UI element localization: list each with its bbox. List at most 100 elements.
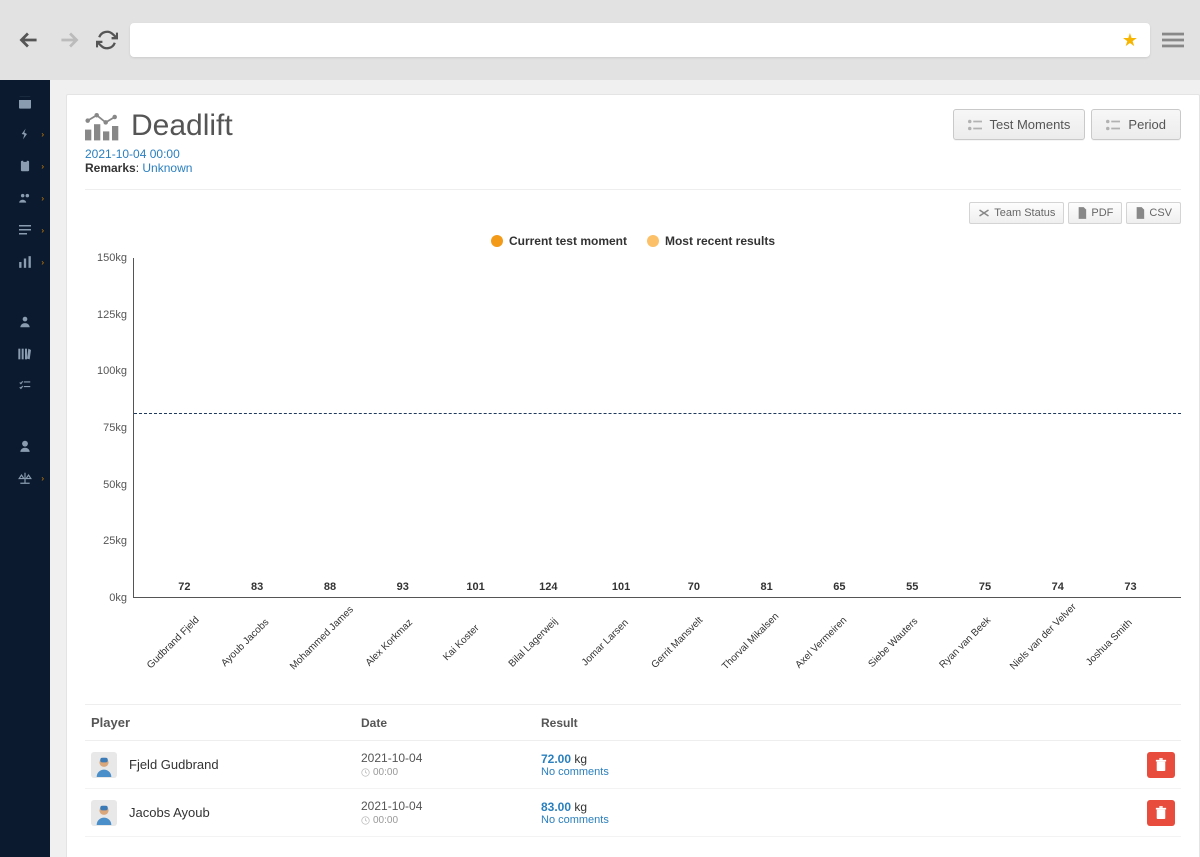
bar-value: 65 <box>833 581 845 593</box>
browser-nav <box>16 27 118 53</box>
bar-value: 81 <box>761 581 773 593</box>
col-header-result: Result <box>541 716 1131 730</box>
remarks-label: Remarks <box>85 161 136 175</box>
row-time: 00:00 <box>361 767 541 778</box>
avatar <box>91 752 117 778</box>
bar-value: 83 <box>251 581 263 593</box>
reload-icon[interactable] <box>96 29 118 51</box>
y-tick: 25kg <box>103 535 127 547</box>
legend-recent: Most recent results <box>647 234 775 248</box>
nav-item-users[interactable] <box>0 306 50 338</box>
star-icon[interactable]: ★ <box>1122 30 1138 51</box>
col-header-player: Player <box>91 715 361 730</box>
row-time: 00:00 <box>361 815 541 826</box>
x-axis-labels: Gudbrand FjeldAyoub JacobsMohammed James… <box>133 598 1181 609</box>
player-name: Fjeld Gudbrand <box>129 757 219 772</box>
bar-column: 81 <box>731 581 803 597</box>
nav-item-clipboard[interactable]: › <box>0 150 50 182</box>
x-label: Axel Vermeiren <box>792 614 851 673</box>
nav-item-profile[interactable] <box>0 430 50 462</box>
csv-button[interactable]: CSV <box>1126 202 1181 224</box>
bar-column: 101 <box>440 581 512 597</box>
deadlift-chart: Current test moment Most recent results … <box>85 234 1181 688</box>
bar-column: 65 <box>803 581 875 597</box>
player-name: Jacobs Ayoub <box>129 805 210 820</box>
datetime-link[interactable]: 2021-10-04 00:00 <box>85 147 180 161</box>
bar-value: 101 <box>612 581 630 593</box>
result-value[interactable]: 83.00 <box>541 800 571 814</box>
x-label: Alex Korkmaz <box>360 614 419 673</box>
bar-column: 55 <box>876 581 948 597</box>
nav-item-balance[interactable]: › <box>0 462 50 494</box>
x-label: Jomar Larsen <box>576 614 635 673</box>
bar-value: 93 <box>397 581 409 593</box>
nav-item-tasks[interactable] <box>0 370 50 402</box>
x-label: Bilal Lagerweij <box>504 614 563 673</box>
period-button[interactable]: Period <box>1091 109 1181 140</box>
result-comments[interactable]: No comments <box>541 814 1131 826</box>
pdf-button[interactable]: PDF <box>1068 202 1122 224</box>
forward-icon[interactable] <box>56 27 82 53</box>
bar-value: 72 <box>178 581 190 593</box>
bar-value: 70 <box>688 581 700 593</box>
url-bar[interactable]: ★ <box>130 23 1150 57</box>
avatar <box>91 800 117 826</box>
y-axis: 0kg25kg50kg75kg100kg125kg150kg <box>85 258 133 598</box>
x-label: Gudbrand Fjeld <box>144 614 203 673</box>
y-tick: 150kg <box>97 252 127 264</box>
test-moments-button[interactable]: Test Moments <box>953 109 1086 140</box>
y-tick: 75kg <box>103 422 127 434</box>
main-panel: Deadlift 2021-10-04 00:00 Remarks: Unkno… <box>66 94 1200 857</box>
x-label: Ryan van Beek <box>936 614 995 673</box>
chart-plot: AVG.7283889310112410170816555757473 <box>133 258 1181 598</box>
result-unit: kg <box>574 752 587 766</box>
bar-value: 124 <box>539 581 557 593</box>
team-status-button[interactable]: Team Status <box>969 202 1064 224</box>
x-label: Gerrit Mansvelt <box>648 614 707 673</box>
legend-current: Current test moment <box>491 234 627 248</box>
nav-item-activity[interactable]: › <box>0 118 50 150</box>
chart-icon <box>85 110 121 142</box>
delete-button[interactable] <box>1147 800 1175 826</box>
row-date: 2021-10-04 <box>361 799 541 813</box>
x-label: Siebe Wauters <box>864 614 923 673</box>
y-tick: 125kg <box>97 309 127 321</box>
bar-column: 101 <box>585 581 657 597</box>
avg-line <box>134 413 1181 414</box>
bar-value: 75 <box>979 581 991 593</box>
table-row: Fjeld Gudbrand 2021-10-04 00:00 72.00 kg… <box>85 741 1181 789</box>
results-table: Player Date Result Fjeld Gudbrand 2021-1… <box>85 704 1181 837</box>
col-header-date: Date <box>361 716 541 730</box>
nav-item-list[interactable]: › <box>0 214 50 246</box>
bar-column: 70 <box>658 581 730 597</box>
bar-value: 88 <box>324 581 336 593</box>
y-tick: 100kg <box>97 365 127 377</box>
bar-column: 83 <box>221 581 293 597</box>
row-date: 2021-10-04 <box>361 751 541 765</box>
bar-column: 72 <box>148 581 220 597</box>
sidebar-nav: › › › › › › <box>0 80 50 857</box>
nav-item-library[interactable] <box>0 338 50 370</box>
hamburger-icon[interactable] <box>1162 29 1184 51</box>
bar-column: 74 <box>1022 581 1094 597</box>
nav-item-chart[interactable]: › <box>0 246 50 278</box>
x-label: Joshua Smith <box>1080 614 1139 673</box>
bar-value: 73 <box>1124 581 1136 593</box>
result-unit: kg <box>574 800 587 814</box>
bar-value: 101 <box>466 581 484 593</box>
back-icon[interactable] <box>16 27 42 53</box>
remarks-value[interactable]: Unknown <box>142 161 192 175</box>
bar-column: 124 <box>512 581 584 597</box>
nav-item-calendar[interactable] <box>0 86 50 118</box>
table-row: Jacobs Ayoub 2021-10-04 00:00 83.00 kg N… <box>85 789 1181 837</box>
delete-button[interactable] <box>1147 752 1175 778</box>
x-label: Mohammed James <box>288 614 347 673</box>
nav-item-team[interactable]: › <box>0 182 50 214</box>
result-value[interactable]: 72.00 <box>541 752 571 766</box>
result-comments[interactable]: No comments <box>541 766 1131 778</box>
x-label: Thorval Mikalsen <box>720 614 779 673</box>
bar-value: 55 <box>906 581 918 593</box>
bar-column: 75 <box>949 581 1021 597</box>
bar-column: 88 <box>294 581 366 597</box>
x-label: Niels van der Velver <box>1008 614 1067 673</box>
